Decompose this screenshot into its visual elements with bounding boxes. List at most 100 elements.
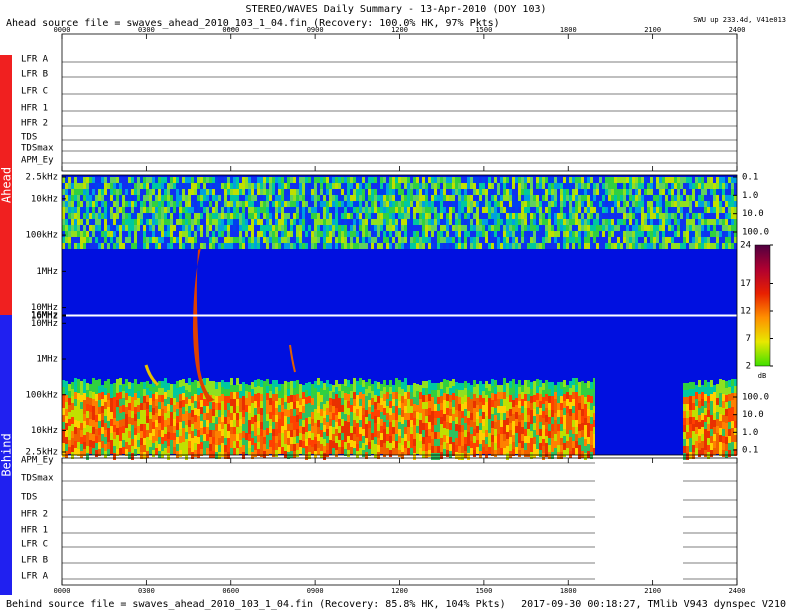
texture	[590, 177, 593, 183]
texture	[245, 237, 248, 243]
texture	[92, 413, 95, 420]
texture	[140, 189, 143, 195]
texture	[434, 243, 437, 249]
texture	[578, 452, 581, 459]
texture	[212, 219, 215, 225]
texture	[629, 195, 632, 201]
texture	[518, 177, 521, 183]
texture	[614, 231, 617, 237]
texture	[314, 195, 317, 201]
texture	[116, 449, 119, 456]
texture	[206, 195, 209, 201]
texture	[224, 219, 227, 225]
texture	[254, 225, 257, 231]
texture	[626, 225, 629, 231]
texture	[239, 419, 242, 426]
texture	[242, 389, 245, 396]
texture	[698, 450, 701, 457]
texture	[230, 237, 233, 243]
x-tick-label: 0600	[222, 26, 239, 34]
texture	[611, 237, 614, 243]
texture	[332, 177, 335, 183]
texture	[686, 425, 689, 432]
texture	[230, 243, 233, 249]
texture	[446, 201, 449, 207]
texture	[473, 415, 476, 422]
texture	[500, 219, 503, 225]
texture	[140, 389, 143, 396]
texture	[122, 189, 125, 195]
texture	[98, 219, 101, 225]
texture	[236, 207, 239, 213]
texture	[206, 219, 209, 225]
texture	[668, 237, 671, 243]
texture	[287, 219, 290, 225]
texture	[380, 237, 383, 243]
texture	[173, 405, 176, 412]
texture	[398, 380, 401, 387]
texture	[458, 213, 461, 219]
texture	[677, 213, 680, 219]
texture	[119, 434, 122, 441]
texture	[716, 213, 719, 219]
texture	[116, 213, 119, 219]
texture	[230, 434, 233, 441]
texture	[248, 189, 251, 195]
texture	[515, 419, 518, 426]
texture	[461, 439, 464, 446]
texture	[173, 219, 176, 225]
texture	[431, 446, 434, 453]
texture	[620, 213, 623, 219]
texture	[167, 390, 170, 397]
texture	[674, 201, 677, 207]
panel-frame	[61, 457, 738, 586]
texture	[674, 225, 677, 231]
texture	[95, 189, 98, 195]
texture	[113, 231, 116, 237]
texture	[512, 219, 515, 225]
texture	[242, 417, 245, 424]
texture	[95, 429, 98, 436]
texture	[605, 219, 608, 225]
texture	[527, 225, 530, 231]
texture	[134, 393, 137, 400]
texture	[515, 447, 518, 454]
texture	[581, 183, 584, 189]
texture	[71, 410, 74, 417]
texture	[572, 413, 575, 420]
texture	[71, 403, 74, 410]
texture	[341, 219, 344, 225]
texture	[647, 195, 650, 201]
texture	[188, 177, 191, 183]
texture	[452, 428, 455, 435]
texture	[236, 448, 239, 455]
texture	[677, 219, 680, 225]
texture	[716, 219, 719, 225]
texture	[404, 189, 407, 195]
texture	[389, 415, 392, 422]
texture	[575, 413, 578, 420]
texture	[86, 189, 89, 195]
texture	[422, 243, 425, 249]
texture	[311, 243, 314, 249]
texture	[689, 201, 692, 207]
texture	[707, 225, 710, 231]
texture	[173, 201, 176, 207]
texture	[101, 219, 104, 225]
texture	[512, 435, 515, 442]
texture	[446, 436, 449, 443]
texture	[467, 231, 470, 237]
texture	[416, 219, 419, 225]
texture	[179, 415, 182, 422]
texture	[428, 401, 431, 408]
texture	[512, 225, 515, 231]
texture	[695, 213, 698, 219]
texture	[197, 243, 200, 249]
texture	[272, 183, 275, 189]
texture	[251, 237, 254, 243]
texture	[530, 189, 533, 195]
texture	[527, 201, 530, 207]
texture	[467, 432, 470, 439]
texture	[572, 201, 575, 207]
texture	[179, 237, 182, 243]
